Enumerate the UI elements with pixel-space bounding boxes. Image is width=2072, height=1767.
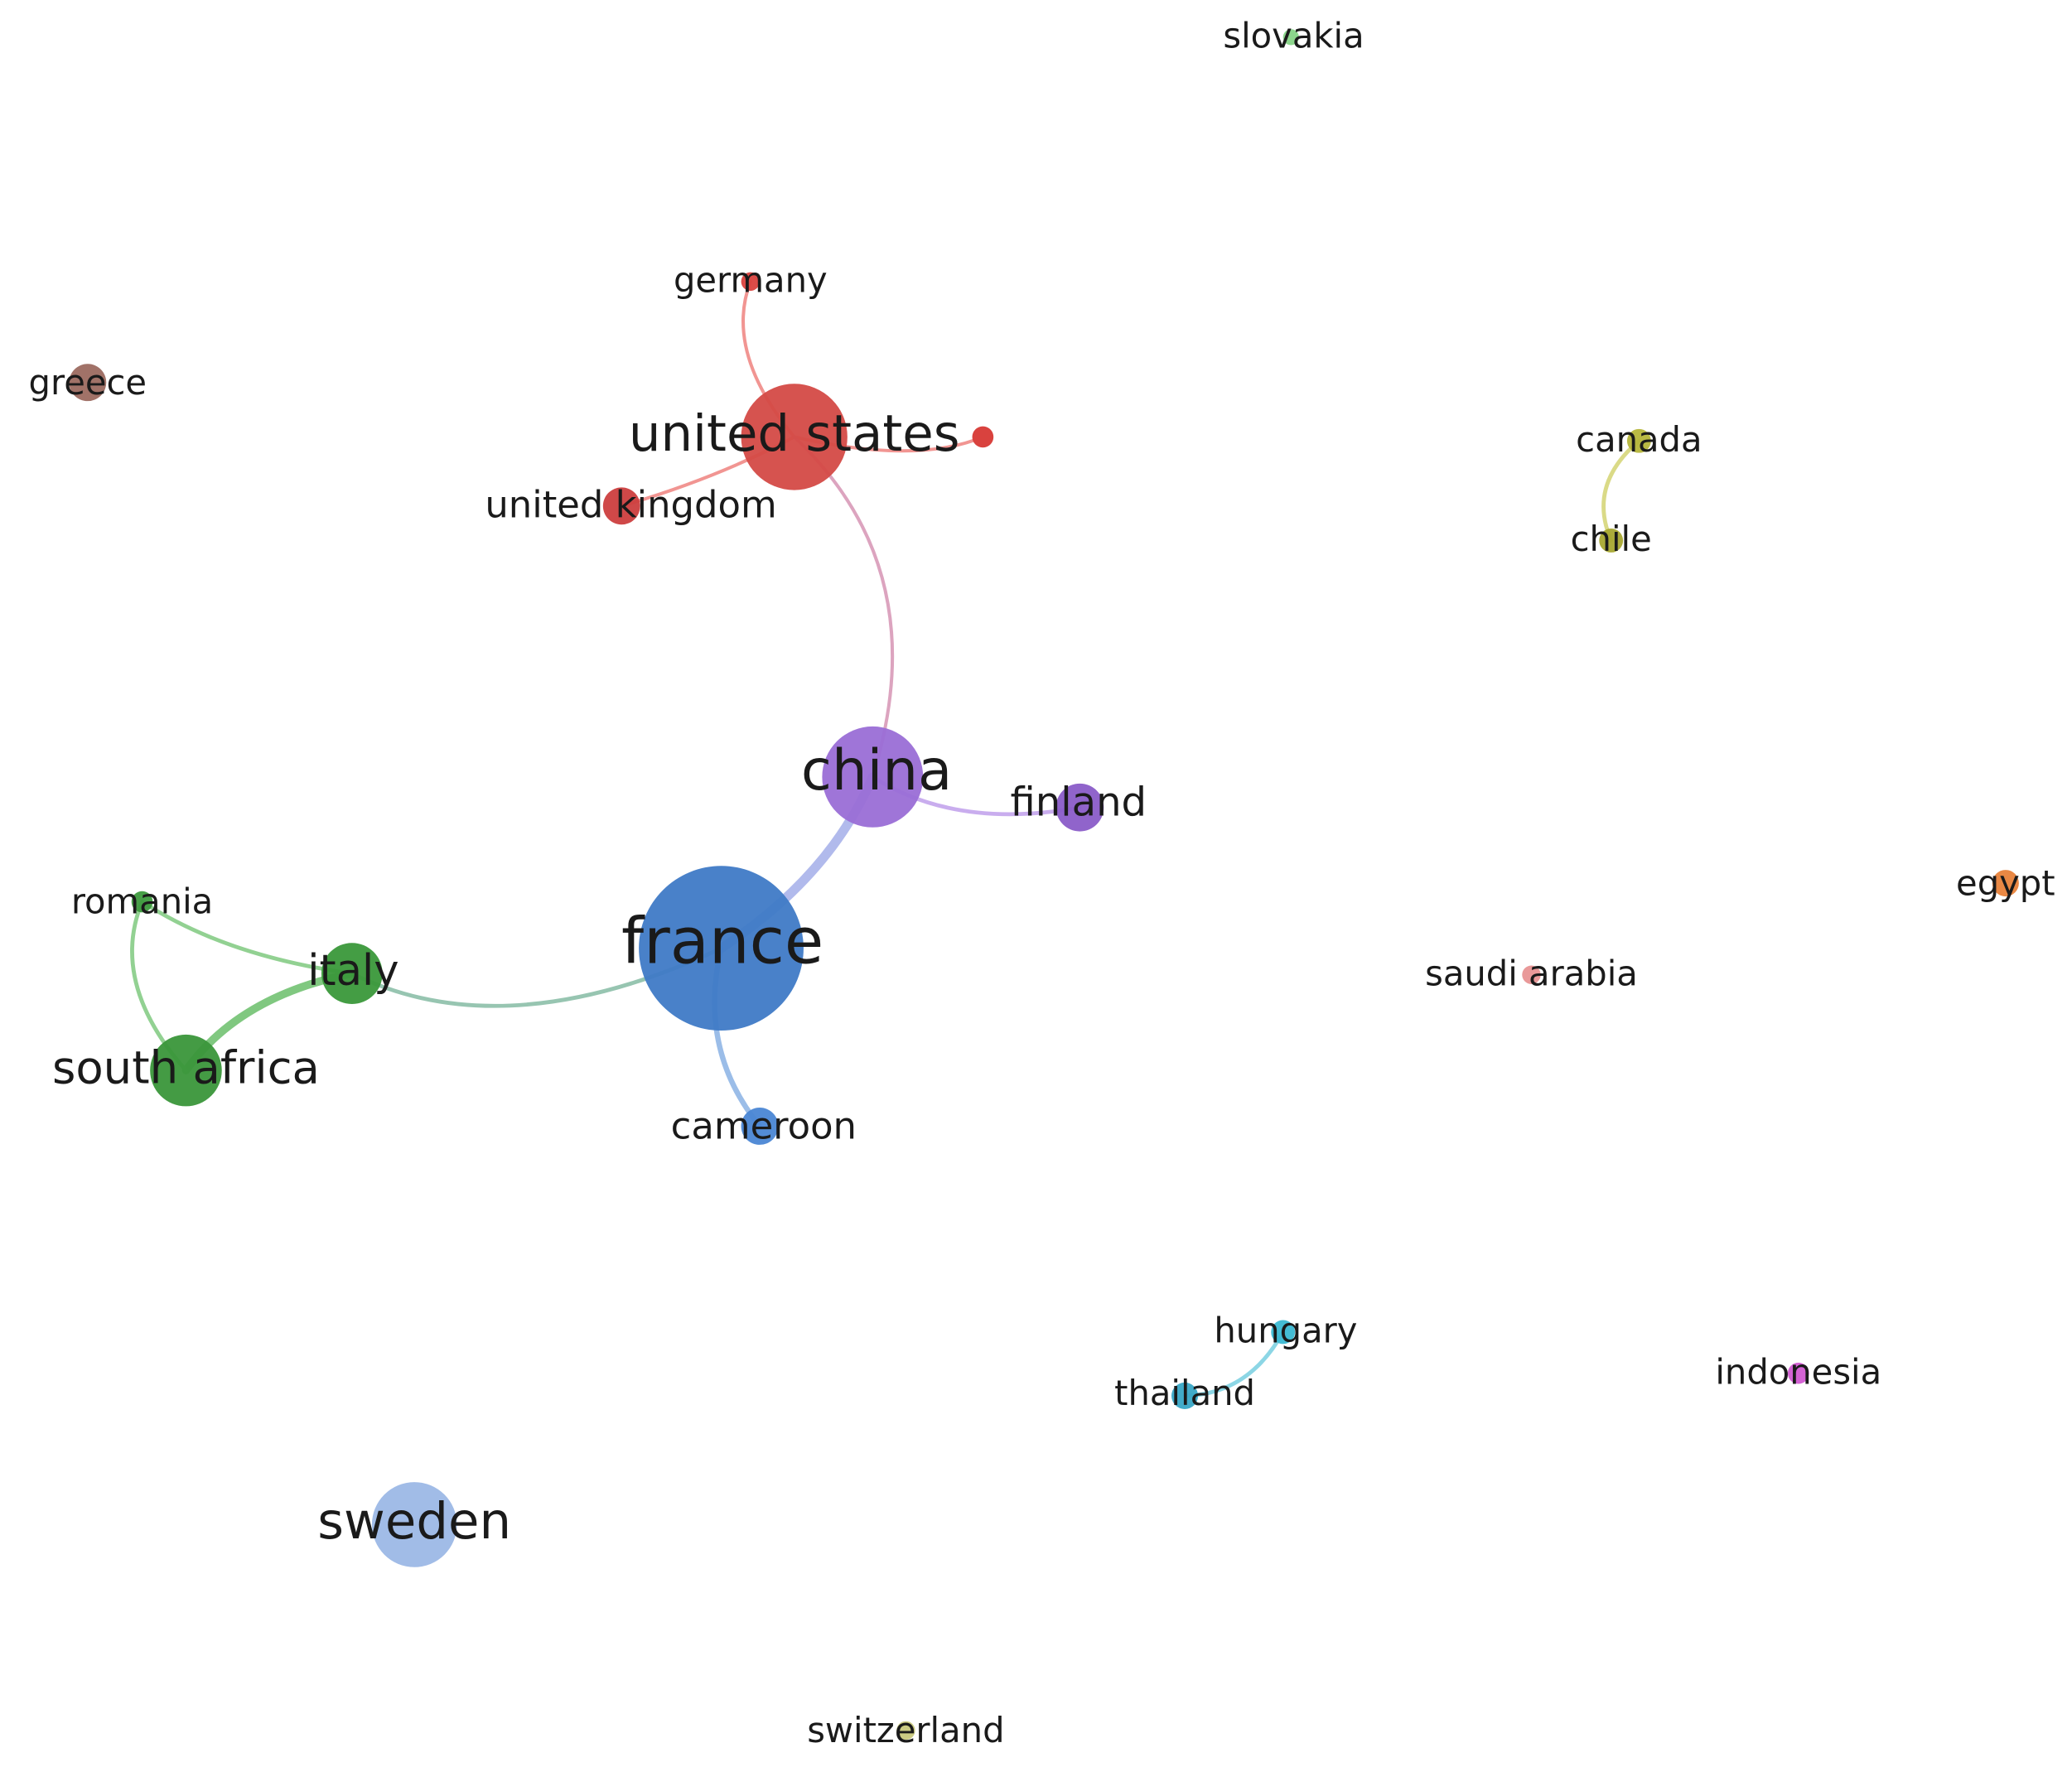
node-label: chile xyxy=(1571,519,1652,559)
node xyxy=(1599,529,1624,553)
node xyxy=(1787,1362,1809,1384)
node-label: sweden xyxy=(317,1492,511,1551)
edge xyxy=(1182,1330,1286,1398)
node xyxy=(131,891,153,913)
node xyxy=(896,1721,915,1740)
node xyxy=(741,272,761,292)
node-label: saudi arabia xyxy=(1425,953,1638,993)
node-label: germany xyxy=(674,259,828,300)
node xyxy=(321,943,383,1004)
node xyxy=(69,364,107,402)
node-label: switzerland xyxy=(807,1710,1004,1750)
node xyxy=(1055,783,1104,832)
node xyxy=(602,487,640,525)
node-label: united kingdom xyxy=(485,482,776,526)
node-label: egypt xyxy=(1956,862,2055,903)
node xyxy=(972,426,994,448)
node-label: hungary xyxy=(1214,1311,1357,1351)
node-label: slovakia xyxy=(1223,15,1364,56)
node-label: indonesia xyxy=(1715,1351,1881,1392)
node xyxy=(1992,870,2019,897)
node-label: romania xyxy=(71,881,213,922)
node-label: united states xyxy=(629,404,960,463)
node-label: south africa xyxy=(52,1040,320,1094)
edge xyxy=(140,900,355,976)
node xyxy=(1171,1382,1199,1409)
labels: slovakia germany greece united states united… xyxy=(29,15,2055,1750)
node-label: china xyxy=(801,738,952,803)
node-label: canada xyxy=(1576,419,1702,460)
node xyxy=(741,384,848,490)
nodes xyxy=(69,29,2019,1740)
node xyxy=(150,1034,222,1107)
node xyxy=(1282,29,1299,46)
node-label: italy xyxy=(307,946,398,996)
node-label: greece xyxy=(29,362,147,403)
node-label: finland xyxy=(1011,780,1147,826)
node-label: thailand xyxy=(1114,1373,1255,1413)
node xyxy=(1626,428,1651,453)
node xyxy=(1271,1320,1296,1345)
node xyxy=(822,726,924,828)
node xyxy=(639,866,804,1031)
node-label: france xyxy=(621,905,823,978)
node xyxy=(371,1482,457,1567)
node-label: cameroon xyxy=(671,1104,857,1148)
node xyxy=(741,1108,779,1145)
node xyxy=(1522,965,1541,984)
edge xyxy=(1601,438,1641,543)
